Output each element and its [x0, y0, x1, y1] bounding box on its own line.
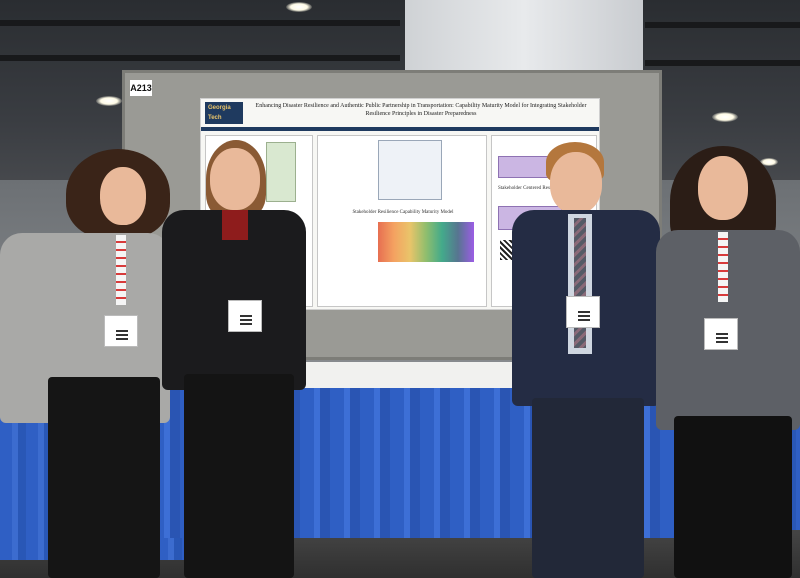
name-badge: [704, 318, 738, 350]
ceiling-beam: [645, 60, 800, 66]
ceiling-beam: [645, 22, 800, 28]
trousers: [184, 374, 294, 578]
poster-column-center: Stakeholder Resilience Capability Maturi…: [317, 135, 487, 307]
poster-center-heading: Stakeholder Resilience Capability Maturi…: [352, 210, 454, 215]
person-2: [158, 138, 308, 578]
face: [210, 148, 260, 210]
face: [698, 156, 748, 220]
poster-flowchart: [378, 140, 442, 200]
trousers: [48, 377, 160, 578]
person-1: [0, 145, 170, 578]
ceiling-beam: [0, 20, 400, 26]
trousers: [532, 398, 644, 578]
ceiling-light: [96, 96, 122, 106]
ceiling-light: [286, 2, 312, 12]
poster-header-bar: [201, 127, 599, 131]
face: [100, 167, 146, 225]
face: [550, 152, 602, 214]
lanyard: [116, 235, 126, 305]
name-badge: [104, 315, 138, 347]
poster-logo: Georgia Tech: [205, 102, 243, 124]
ceiling-beam: [0, 55, 400, 61]
poster-figure: [266, 142, 296, 202]
ceiling-light: [760, 158, 778, 166]
poster-side-heading: Stakeholder Centered Resilience: [498, 186, 564, 191]
name-badge: [228, 300, 262, 332]
trousers: [674, 416, 792, 578]
booth-number: A213: [130, 80, 152, 96]
poster-title: Enhancing Disaster Resilience and Authen…: [255, 103, 587, 117]
person-3: [512, 142, 662, 578]
red-top: [222, 210, 248, 240]
striped-tie: [574, 218, 586, 348]
name-badge: [566, 296, 600, 328]
lanyard: [718, 232, 728, 302]
ceiling-light: [712, 112, 738, 122]
poster-maturity-chart: [378, 222, 474, 262]
person-4: [656, 146, 800, 578]
